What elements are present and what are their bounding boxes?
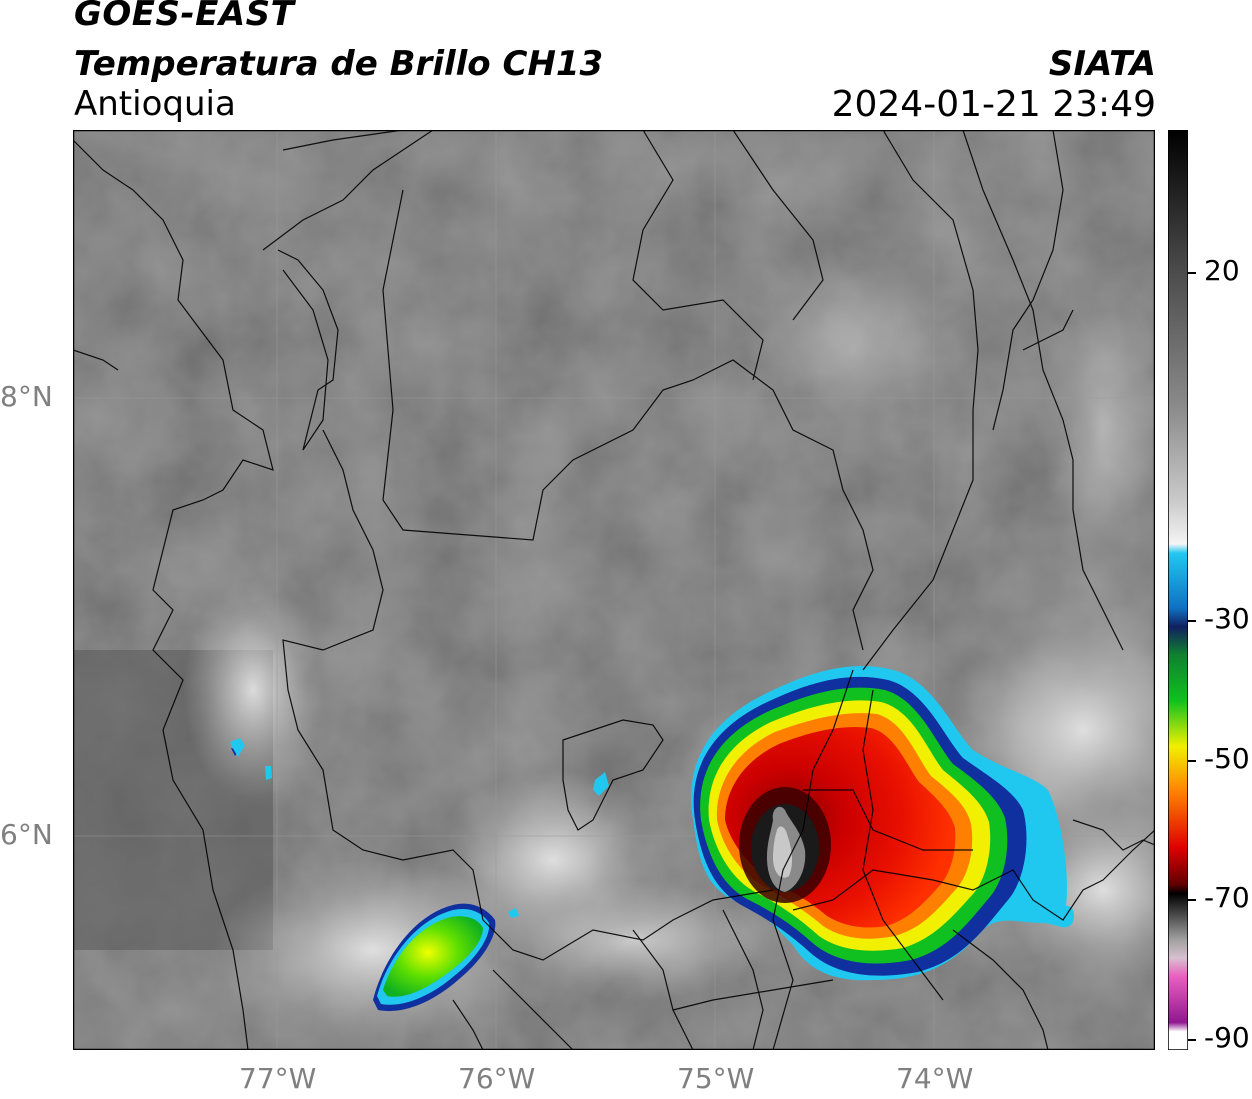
title-datetime: 2024-01-21 23:49: [831, 84, 1156, 125]
title-satellite: GOES-EAST: [74, 0, 295, 34]
lon-label-76w: 76°W: [458, 1062, 536, 1095]
lat-label-8n: 8°N: [0, 380, 53, 413]
colorbar: [1168, 130, 1188, 1050]
lon-label-75w: 75°W: [677, 1062, 755, 1095]
lon-label-74w: 74°W: [896, 1062, 974, 1095]
brightness-temperature-map: [73, 130, 1155, 1050]
lon-label-77w: 77°W: [239, 1062, 317, 1095]
colorbar-label-minus50: -50: [1204, 742, 1250, 775]
colorbar-label-minus30: -30: [1204, 602, 1250, 635]
title-organization: SIATA: [1048, 44, 1156, 84]
colorbar-label-minus70: -70: [1204, 881, 1250, 914]
boundaries: [73, 130, 1155, 1050]
colorbar-label-20: 20: [1204, 254, 1240, 287]
green-cell: [373, 903, 496, 1012]
title-product: Temperatura de Brillo CH13: [74, 44, 604, 84]
colorbar-label-minus90: -90: [1204, 1021, 1250, 1054]
lat-label-6n: 6°N: [0, 818, 53, 851]
title-region: Antioquia: [74, 84, 236, 124]
